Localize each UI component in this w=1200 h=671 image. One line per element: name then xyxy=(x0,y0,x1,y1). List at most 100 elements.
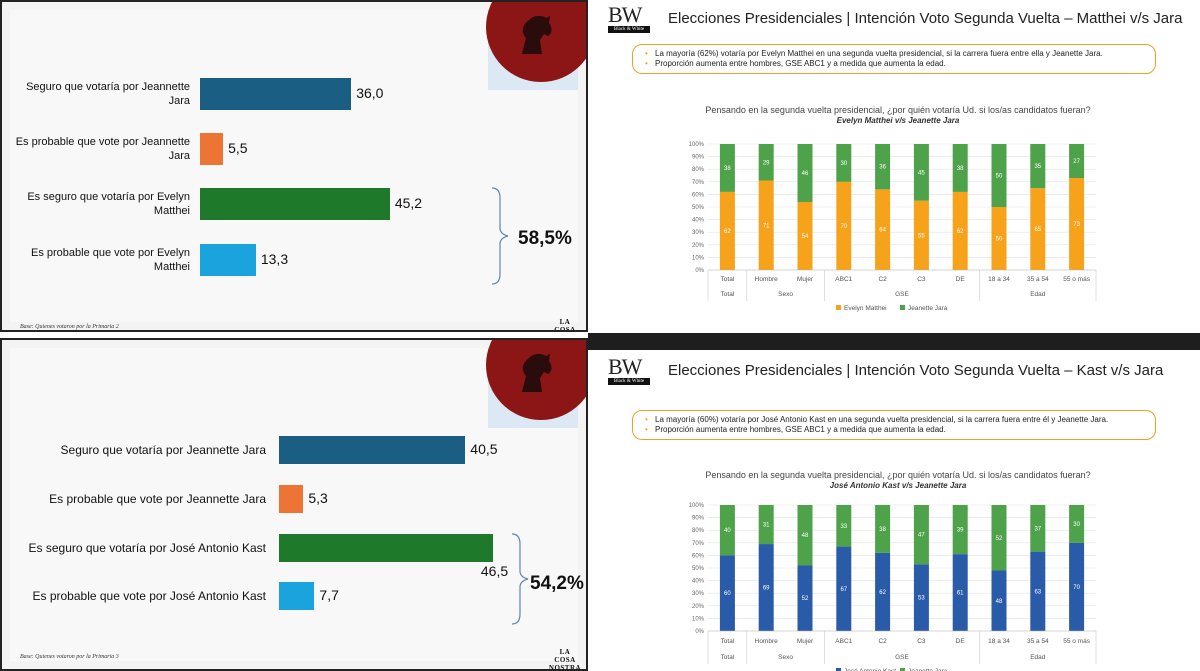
bar xyxy=(200,188,390,220)
y-tick-label: 40% xyxy=(692,218,705,224)
bar-value-label: 40,5 xyxy=(470,441,498,457)
legend-label: José Antonio Kast xyxy=(844,668,896,671)
horse-logo-icon xyxy=(522,15,552,55)
y-tick-label: 10% xyxy=(692,616,705,622)
bar-value-label: 5,3 xyxy=(308,490,328,506)
lcn-chart-matthei: 58,5% Base: Quienes votaron por la Prima… xyxy=(0,0,588,332)
bar xyxy=(200,78,352,110)
data-label: 52 xyxy=(996,536,1003,542)
bar-label: Seguro que votaría por Jeannette Jara xyxy=(26,81,190,107)
bar-label: Es probable que vote por Evelyn Matthei xyxy=(31,247,190,273)
bar-value-label: 46,5 xyxy=(480,563,509,579)
data-label: 62 xyxy=(957,229,964,235)
bar-segment xyxy=(758,505,774,545)
bar-segment xyxy=(836,144,852,182)
y-tick-label: 20% xyxy=(692,604,705,610)
bar-label: Es seguro que votaría por Evelyn Matthei xyxy=(27,191,190,217)
data-label: 60 xyxy=(724,591,731,597)
data-label: 30 xyxy=(840,161,847,167)
bw-logo-text: BW xyxy=(608,2,642,27)
legend-swatch xyxy=(836,305,841,310)
bar-segment xyxy=(758,180,774,270)
bar-segment xyxy=(1030,505,1046,552)
bar xyxy=(279,436,466,464)
bar-segment xyxy=(719,144,735,192)
data-label: 38 xyxy=(879,527,886,533)
data-label: 45 xyxy=(918,170,925,176)
category-label: C3 xyxy=(917,638,926,645)
bw-logo-text: BW xyxy=(608,354,642,379)
y-tick-label: 80% xyxy=(692,528,705,534)
bracket-total: 54,2% xyxy=(530,573,584,594)
stacked-bar-chart: 0% 10% 20% 30% 40% 50% 60% 70% 80% 90% 100% 60 40 Tot… xyxy=(689,503,1097,671)
category-label: Total xyxy=(721,638,735,645)
legend-label: Evelyn Matthei xyxy=(844,305,887,312)
bar-label: Es seguro que votaría por José Antonio K… xyxy=(28,541,266,555)
bar-segment xyxy=(1069,144,1085,179)
chart-subtitle: Evelyn Matthei v/s Jeanette Jara xyxy=(836,116,960,125)
bar-segment xyxy=(875,505,891,553)
bar-segment xyxy=(797,144,813,202)
lcn-logo: LA COSA NOSTRA xyxy=(554,318,576,332)
legend-swatch xyxy=(836,668,841,671)
bar xyxy=(279,485,304,513)
bar-segment xyxy=(758,544,774,631)
bar-segment xyxy=(797,201,813,270)
data-label: 33 xyxy=(840,524,847,530)
horse-logo-icon xyxy=(522,353,552,392)
bracket xyxy=(511,533,529,625)
y-tick-label: 40% xyxy=(692,579,705,585)
bar-segment xyxy=(913,505,929,565)
bar-label: Seguro que votaría por Jeannette Jara xyxy=(60,443,266,457)
group-label: Edad xyxy=(1030,654,1046,661)
data-label: 38 xyxy=(724,166,731,172)
bar-segment xyxy=(797,505,813,566)
data-label: 40 xyxy=(724,528,731,534)
bar-segment xyxy=(719,191,735,270)
lcn-logo: LA COSA NOSTRA xyxy=(548,648,582,671)
bar-segment xyxy=(1069,505,1085,543)
category-label: DE xyxy=(956,276,966,283)
y-tick-label: 0% xyxy=(695,629,704,635)
data-label: 48 xyxy=(996,599,1003,605)
group-label: Edad xyxy=(1030,291,1046,298)
summary-bullet: La mayoría (60%) votaría por José Antoni… xyxy=(645,415,1147,425)
bar-value-label: 36,0 xyxy=(356,85,384,101)
bar-segment xyxy=(875,552,891,631)
bar-segment xyxy=(1030,144,1046,189)
category-label: 18 a 34 xyxy=(988,638,1010,645)
chart-question: Pensando en la segunda vuelta presidenci… xyxy=(705,105,1091,115)
data-label: 71 xyxy=(763,223,770,229)
y-tick-label: 30% xyxy=(692,230,705,236)
y-tick-label: 90% xyxy=(692,516,705,522)
bw-logo-sub: Black & White xyxy=(608,378,650,385)
bar-segment xyxy=(836,546,852,631)
legend-swatch xyxy=(900,305,905,310)
bw-logo-sub: Black & White xyxy=(608,26,650,33)
bar-segment xyxy=(875,144,891,190)
bar-segment xyxy=(952,554,968,631)
bar-label: Es probable que vote por José Antonio Ka… xyxy=(32,589,267,603)
bar-label: Es probable que vote por Jeannette Jara xyxy=(49,492,266,506)
bar-segment xyxy=(952,144,968,192)
lcn-slide: 54,2% Base: Quienes votaron por la Prima… xyxy=(10,340,586,669)
bar-segment xyxy=(913,564,929,631)
category-label: 18 a 34 xyxy=(988,276,1010,283)
category-label: C2 xyxy=(878,276,887,283)
category-label: Hombre xyxy=(755,276,779,283)
data-label: 50 xyxy=(996,174,1003,180)
category-label: ABC1 xyxy=(835,276,852,283)
group-label: Total xyxy=(721,291,735,298)
y-tick-label: 100% xyxy=(689,142,705,148)
bar-segment xyxy=(952,505,968,555)
bar-segment xyxy=(719,505,735,556)
summary-box: La mayoría (62%) votaría por Evelyn Matt… xyxy=(632,44,1156,74)
data-label: 53 xyxy=(918,596,925,602)
data-label: 62 xyxy=(879,590,886,596)
category-label: DE xyxy=(956,638,966,645)
stacked-bar-chart: 0% 10% 20% 30% 40% 50% 60% 70% 80% 90% 100% 62 38 Tot… xyxy=(689,142,1097,312)
data-label: 39 xyxy=(957,528,964,534)
bar-segment xyxy=(991,207,1007,270)
bar-segment xyxy=(719,555,735,631)
